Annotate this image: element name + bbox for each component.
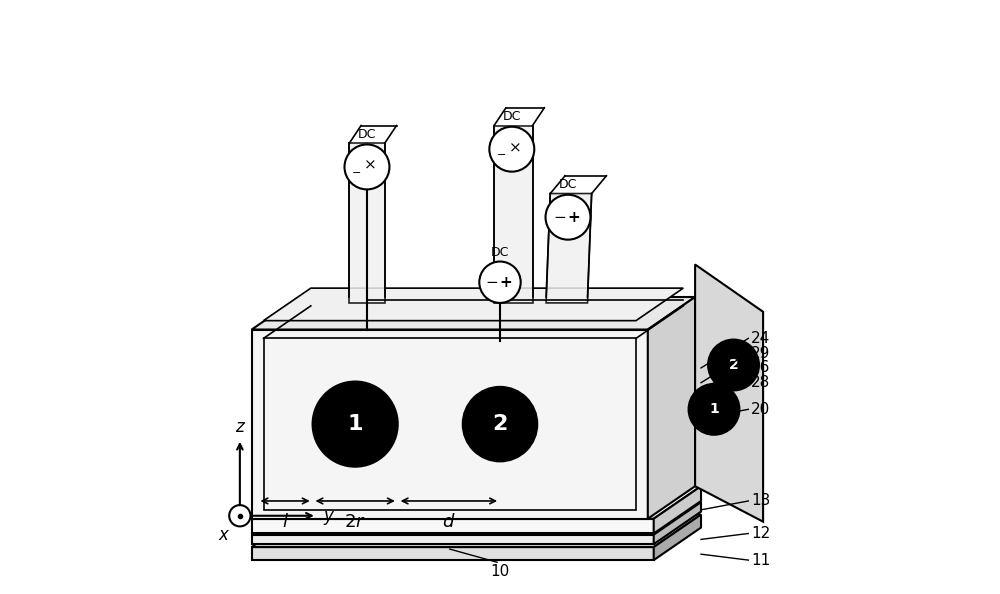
Text: 1: 1 [347, 414, 363, 434]
Circle shape [345, 144, 389, 189]
Polygon shape [695, 264, 763, 522]
Text: 28: 28 [751, 375, 771, 390]
Polygon shape [654, 486, 701, 533]
Text: 11: 11 [751, 552, 771, 568]
Polygon shape [252, 330, 648, 519]
Text: −: − [485, 274, 498, 290]
Text: 10: 10 [490, 564, 510, 579]
Text: DC: DC [503, 110, 521, 123]
Text: DC: DC [491, 246, 509, 259]
Text: $d$: $d$ [442, 513, 456, 530]
Text: x: x [218, 526, 228, 544]
Circle shape [463, 387, 537, 462]
Polygon shape [252, 502, 701, 535]
Text: ×: × [364, 159, 376, 173]
Circle shape [489, 127, 534, 172]
Text: 26: 26 [751, 361, 771, 375]
Text: −: − [553, 210, 566, 225]
Text: 24: 24 [751, 331, 771, 346]
Circle shape [689, 384, 739, 435]
Text: 13: 13 [751, 494, 771, 508]
Text: z: z [235, 418, 244, 436]
Polygon shape [252, 514, 701, 547]
Text: 2: 2 [729, 358, 738, 372]
Text: +: + [500, 274, 512, 290]
Text: 29: 29 [751, 346, 771, 361]
Polygon shape [252, 297, 695, 330]
Text: $l$: $l$ [282, 513, 289, 530]
Text: −: − [496, 150, 506, 160]
Text: $2r$: $2r$ [344, 513, 366, 530]
Text: −: − [352, 168, 361, 178]
Polygon shape [252, 519, 654, 533]
Text: DC: DC [358, 128, 376, 141]
Text: 20: 20 [751, 402, 771, 417]
Polygon shape [654, 514, 701, 560]
Polygon shape [654, 502, 701, 544]
Polygon shape [252, 486, 701, 519]
Circle shape [229, 505, 251, 526]
Circle shape [479, 261, 521, 303]
Text: 1: 1 [709, 402, 719, 416]
Polygon shape [546, 194, 592, 303]
Text: DC: DC [559, 178, 577, 191]
Polygon shape [252, 535, 654, 544]
Text: 2: 2 [492, 414, 508, 434]
Polygon shape [349, 143, 385, 303]
Polygon shape [648, 297, 695, 519]
Text: +: + [568, 210, 580, 225]
Polygon shape [264, 288, 683, 321]
Text: ×: × [508, 141, 521, 155]
Polygon shape [252, 547, 654, 560]
Polygon shape [494, 125, 533, 303]
Circle shape [546, 195, 590, 239]
Text: 12: 12 [751, 526, 771, 541]
Text: y: y [324, 507, 333, 525]
Circle shape [708, 340, 759, 390]
Circle shape [313, 381, 398, 467]
